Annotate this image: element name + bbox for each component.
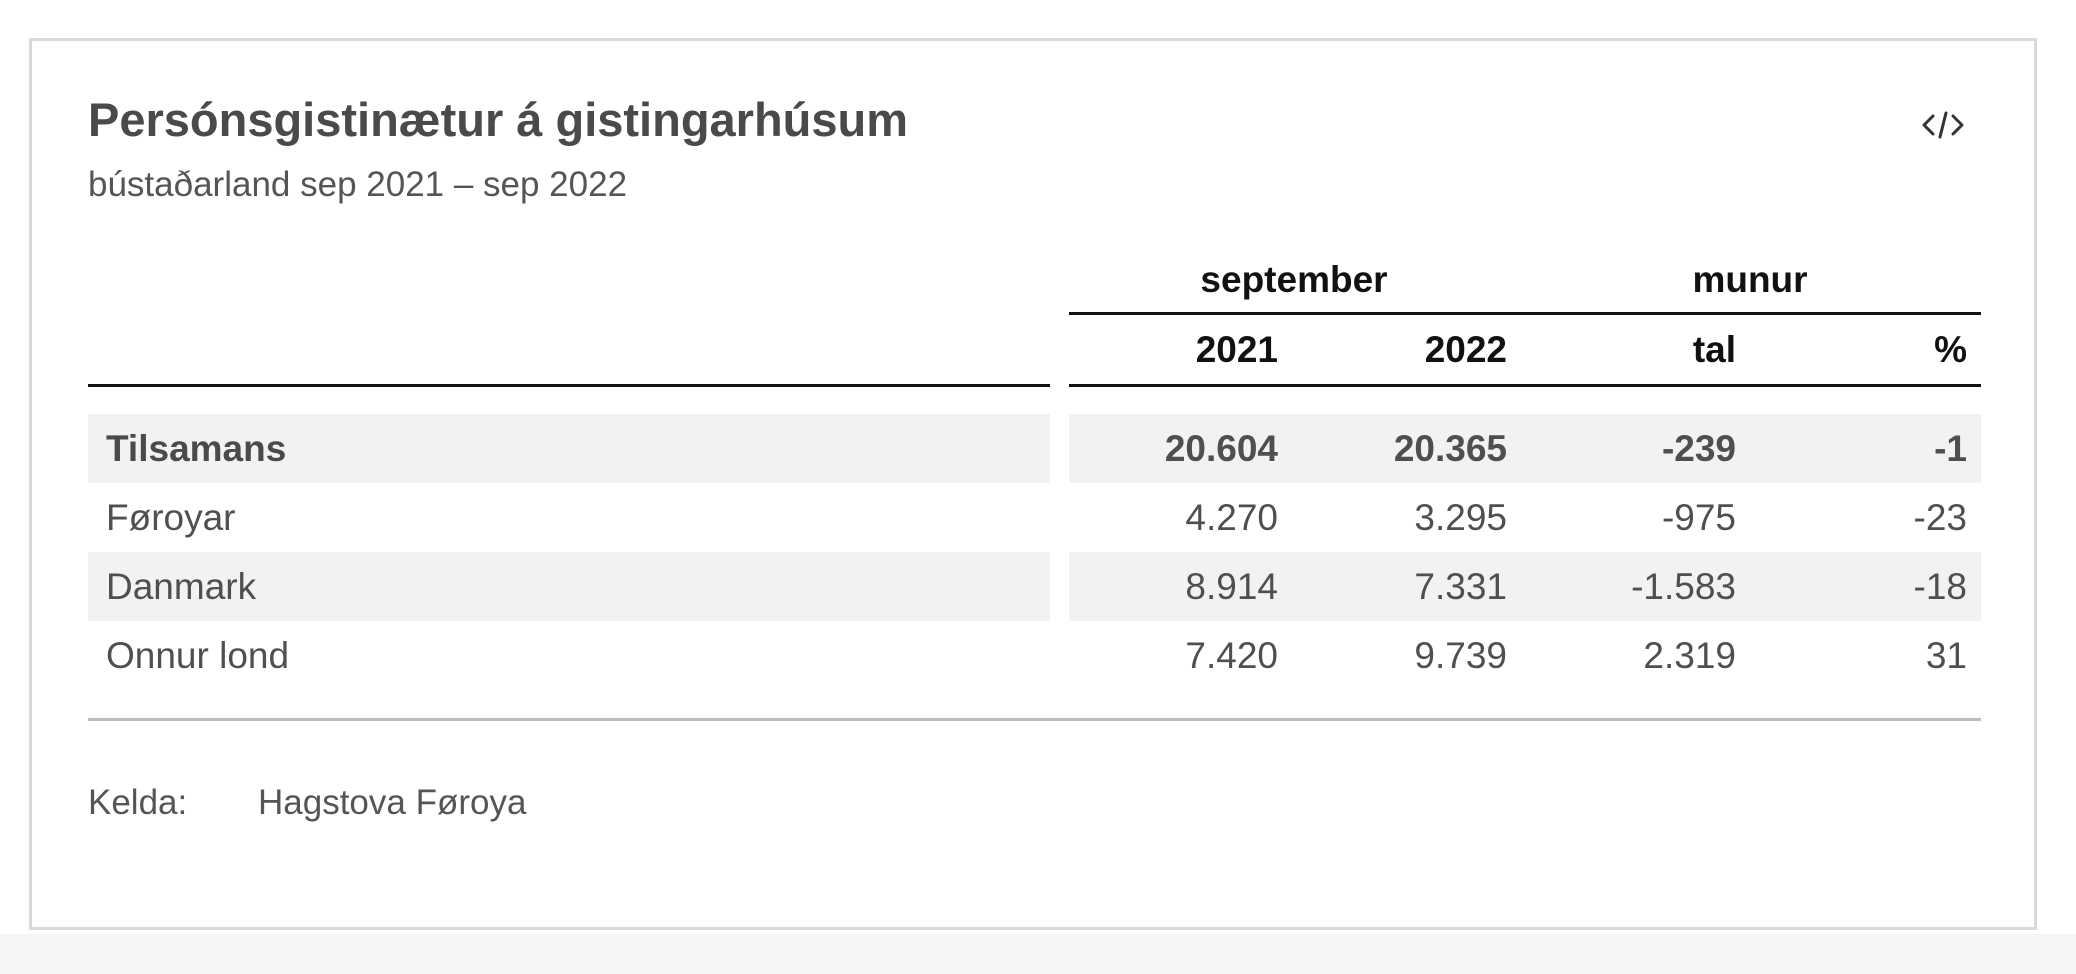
column-header-tal: tal bbox=[1692, 329, 1736, 370]
table-subtitle: bústaðarland sep 2021 – sep 2022 bbox=[88, 165, 628, 204]
table-row: Onnur lond 7.420 9.739 2.319 31 bbox=[88, 621, 1981, 690]
group-header-september: september bbox=[1200, 259, 1388, 300]
cell-2021: 20.604 bbox=[1164, 428, 1278, 469]
cell-percent: -23 bbox=[1913, 497, 1967, 538]
source-value: Hagstova Føroya bbox=[258, 783, 527, 822]
table-row: Føroyar 4.270 3.295 -975 -23 bbox=[88, 483, 1981, 552]
group-header-munur: munur bbox=[1692, 259, 1808, 300]
cell-2022: 3.295 bbox=[1414, 497, 1507, 538]
cell-tal: -975 bbox=[1661, 497, 1736, 538]
cell-tal: 2.319 bbox=[1643, 635, 1736, 676]
table-row-total: Tilsamans 20.604 20.365 -239 -1 bbox=[88, 414, 1981, 483]
row-label: Tilsamans bbox=[106, 428, 287, 469]
row-shade-label bbox=[88, 414, 1050, 483]
page-bottom-strip bbox=[0, 934, 2076, 974]
cell-tal: -1.583 bbox=[1631, 566, 1736, 607]
row-label: Føroyar bbox=[106, 497, 236, 538]
cell-2021: 8.914 bbox=[1185, 566, 1278, 607]
cell-tal: -239 bbox=[1661, 428, 1736, 469]
row-shade-values bbox=[1069, 414, 1981, 483]
header-divider-label bbox=[88, 384, 1050, 387]
cell-percent: 31 bbox=[1925, 635, 1967, 676]
cell-2021: 7.420 bbox=[1185, 635, 1278, 676]
cell-percent: -1 bbox=[1934, 428, 1967, 469]
cell-2022: 7.331 bbox=[1414, 566, 1507, 607]
row-shade-values bbox=[1069, 552, 1981, 621]
cell-percent: -18 bbox=[1913, 566, 1967, 607]
table-title: Persónsgistinætur á gistingarhúsum bbox=[88, 93, 909, 146]
column-header-2021: 2021 bbox=[1195, 329, 1278, 370]
cell-2022: 9.739 bbox=[1414, 635, 1507, 676]
table-row: Danmark 8.914 7.331 -1.583 -18 bbox=[88, 552, 1981, 621]
row-shade-label bbox=[88, 552, 1050, 621]
table-bottom-rule bbox=[88, 718, 1981, 721]
row-label: Danmark bbox=[106, 566, 257, 607]
embed-code-button[interactable] bbox=[1912, 100, 1974, 150]
code-embed-icon bbox=[1922, 111, 1964, 139]
table-card bbox=[29, 38, 2037, 930]
column-header-percent: % bbox=[1934, 329, 1967, 370]
source-label: Kelda: bbox=[88, 783, 188, 822]
cell-2021: 4.270 bbox=[1185, 497, 1278, 538]
column-header-2022: 2022 bbox=[1424, 329, 1507, 370]
row-label: Onnur lond bbox=[106, 635, 290, 676]
group-header-divider bbox=[1069, 312, 1981, 315]
header-divider-values bbox=[1069, 384, 1981, 387]
cell-2022: 20.365 bbox=[1393, 428, 1507, 469]
